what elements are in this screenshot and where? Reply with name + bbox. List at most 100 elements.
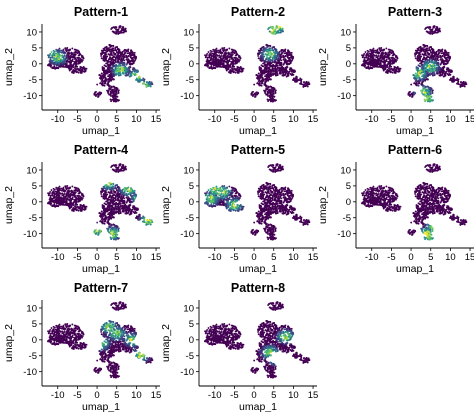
data-point [74,57,77,60]
data-point [392,61,395,63]
data-point [213,66,216,69]
y-tick-label: 0 [32,59,37,70]
data-point [111,71,114,74]
data-point [110,89,113,92]
data-point [385,71,387,73]
data-point [65,49,68,52]
data-point [81,198,83,201]
data-point [78,61,81,63]
data-point [77,209,80,212]
data-point [234,71,237,74]
data-point [228,47,231,50]
data-point [55,61,58,64]
data-point [423,93,426,96]
data-point [391,54,394,57]
data-point [81,204,84,207]
data-point [71,209,73,211]
data-point [276,51,278,54]
data-point [440,68,443,71]
data-point [123,59,126,62]
data-point [51,54,54,57]
y-axis-label: umap_2 [160,48,172,86]
data-point [250,93,253,96]
data-point [58,60,60,63]
data-point [206,65,209,68]
data-point [69,197,72,200]
data-point [273,29,276,31]
data-point [124,51,127,54]
data-point [422,43,425,46]
data-point [65,187,68,190]
data-point [50,189,53,191]
data-point [123,56,126,59]
data-point [112,45,115,47]
data-point [441,73,444,76]
data-point [274,32,277,35]
data-point [254,95,257,98]
data-point [78,189,81,192]
data-point [121,50,124,53]
data-point [384,64,387,66]
data-point [432,69,435,72]
data-point [289,62,292,65]
data-point [107,78,110,81]
data-point [378,66,380,68]
data-point [262,79,265,82]
data-point [79,206,82,208]
data-point [253,83,256,86]
data-point [116,65,119,68]
data-point [268,68,271,71]
data-point [271,67,274,70]
data-point [281,27,284,30]
data-point [215,58,218,61]
data-point [65,61,68,64]
data-point [207,51,210,53]
data-point [101,66,104,69]
data-point [58,196,61,199]
data-point [58,65,61,68]
data-point [48,60,51,63]
data-point [95,90,97,93]
data-point [267,76,270,79]
data-point [103,64,106,67]
data-point [308,83,311,86]
data-point [447,51,450,54]
data-point [265,43,268,46]
data-point [282,72,285,75]
data-point [384,51,387,54]
data-point [215,47,218,50]
y-tick-label: -10 [337,91,351,102]
data-point [58,198,60,201]
data-point [108,65,110,68]
data-point [77,194,80,197]
data-point [428,93,430,96]
data-point [109,56,112,59]
data-point [292,78,295,81]
data-point [433,64,436,67]
data-point [84,208,87,211]
data-point [66,54,69,57]
data-point [75,209,78,212]
data-point [107,91,110,94]
data-point [107,84,110,87]
data-point [416,47,419,50]
data-point [257,75,260,78]
data-point [436,62,439,65]
data-point [73,186,76,189]
x-tick-label: 15 [151,114,162,125]
data-point [421,58,424,61]
data-point [47,194,50,196]
data-point [369,61,372,64]
data-point [433,51,435,54]
data-point [226,57,229,60]
data-point [56,66,59,69]
data-point [420,61,423,64]
data-point [429,87,432,90]
data-point [361,63,364,66]
data-point [275,26,278,29]
data-point [371,54,374,57]
data-point [133,56,136,59]
data-point [58,47,61,50]
data-point [416,57,419,60]
x-axis-label: umap_1 [239,125,277,137]
